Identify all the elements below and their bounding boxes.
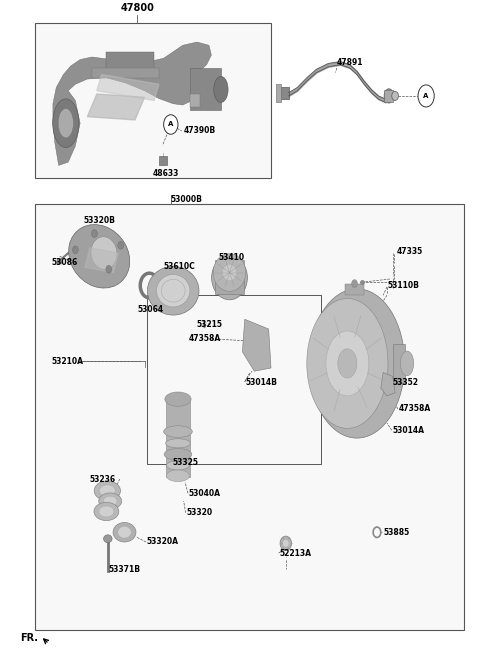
Text: 53014B: 53014B xyxy=(246,378,277,388)
Circle shape xyxy=(418,85,434,107)
Ellipse shape xyxy=(222,264,237,281)
Text: 52213A: 52213A xyxy=(280,549,312,558)
Text: 53325: 53325 xyxy=(172,458,198,466)
Circle shape xyxy=(72,246,78,254)
Ellipse shape xyxy=(164,449,192,460)
Bar xyxy=(215,260,244,294)
Bar xyxy=(92,68,159,78)
Circle shape xyxy=(92,230,97,237)
Ellipse shape xyxy=(214,76,228,102)
Ellipse shape xyxy=(94,481,120,501)
Ellipse shape xyxy=(282,539,289,547)
Ellipse shape xyxy=(392,91,398,101)
Bar xyxy=(191,94,200,107)
Text: 53236: 53236 xyxy=(90,474,116,484)
Ellipse shape xyxy=(104,535,112,543)
Ellipse shape xyxy=(213,254,246,291)
Text: 53320B: 53320B xyxy=(84,216,115,225)
Ellipse shape xyxy=(156,275,190,307)
Polygon shape xyxy=(87,94,144,120)
Circle shape xyxy=(164,115,178,134)
Bar xyxy=(147,295,321,464)
Ellipse shape xyxy=(338,349,357,378)
Text: A: A xyxy=(423,93,429,99)
Text: 53371B: 53371B xyxy=(109,565,141,574)
Text: 53040A: 53040A xyxy=(189,489,221,498)
Bar xyxy=(393,344,405,383)
Text: 53320A: 53320A xyxy=(147,537,179,547)
Ellipse shape xyxy=(384,89,394,103)
Text: 47335: 47335 xyxy=(396,247,423,256)
Bar xyxy=(190,68,221,110)
Text: 53320: 53320 xyxy=(187,509,213,517)
Ellipse shape xyxy=(166,439,191,448)
Text: 53000B: 53000B xyxy=(171,194,203,204)
Ellipse shape xyxy=(307,298,388,428)
Polygon shape xyxy=(381,373,395,396)
Circle shape xyxy=(106,265,112,273)
Text: 53352: 53352 xyxy=(393,378,419,388)
Ellipse shape xyxy=(164,426,192,438)
Text: 47358A: 47358A xyxy=(189,334,221,343)
Ellipse shape xyxy=(53,99,79,148)
Ellipse shape xyxy=(99,485,115,497)
Text: 53086: 53086 xyxy=(51,258,78,267)
Ellipse shape xyxy=(309,289,405,438)
Bar xyxy=(384,90,393,102)
Ellipse shape xyxy=(118,526,131,538)
Polygon shape xyxy=(85,248,118,273)
Text: 48633: 48633 xyxy=(153,170,179,178)
Bar xyxy=(159,156,168,166)
Text: 53215: 53215 xyxy=(196,320,222,329)
Ellipse shape xyxy=(113,522,136,542)
Bar xyxy=(35,204,464,629)
Circle shape xyxy=(118,241,123,249)
Bar xyxy=(276,84,281,102)
Circle shape xyxy=(352,280,358,288)
Text: 53610C: 53610C xyxy=(164,262,195,271)
Bar xyxy=(35,22,271,179)
Ellipse shape xyxy=(94,503,119,520)
Polygon shape xyxy=(53,42,211,166)
Text: 47390B: 47390B xyxy=(184,127,216,135)
Ellipse shape xyxy=(103,496,117,506)
Text: FR.: FR. xyxy=(21,633,38,643)
Text: 53885: 53885 xyxy=(383,528,409,537)
Polygon shape xyxy=(242,319,271,371)
Ellipse shape xyxy=(400,351,414,376)
Ellipse shape xyxy=(212,256,247,300)
Text: A: A xyxy=(168,122,173,127)
Text: 53064: 53064 xyxy=(137,305,164,314)
Text: 53410: 53410 xyxy=(218,253,245,262)
Bar xyxy=(345,284,364,295)
Text: 47891: 47891 xyxy=(337,58,363,67)
Ellipse shape xyxy=(58,108,73,138)
Ellipse shape xyxy=(91,237,117,269)
Ellipse shape xyxy=(99,506,114,517)
Ellipse shape xyxy=(99,493,121,509)
Ellipse shape xyxy=(167,461,190,470)
Text: 53014A: 53014A xyxy=(393,426,425,435)
Text: 47358A: 47358A xyxy=(399,405,431,413)
Polygon shape xyxy=(97,74,159,101)
Ellipse shape xyxy=(326,331,369,396)
Bar xyxy=(107,52,154,71)
Ellipse shape xyxy=(69,225,130,288)
Bar xyxy=(166,399,190,477)
Ellipse shape xyxy=(280,536,291,551)
Ellipse shape xyxy=(147,266,199,315)
Text: 53110B: 53110B xyxy=(388,281,420,290)
Text: 53210A: 53210A xyxy=(51,357,84,366)
Ellipse shape xyxy=(165,392,191,406)
Bar xyxy=(278,87,288,99)
Ellipse shape xyxy=(167,470,190,482)
Text: 47800: 47800 xyxy=(120,3,155,13)
